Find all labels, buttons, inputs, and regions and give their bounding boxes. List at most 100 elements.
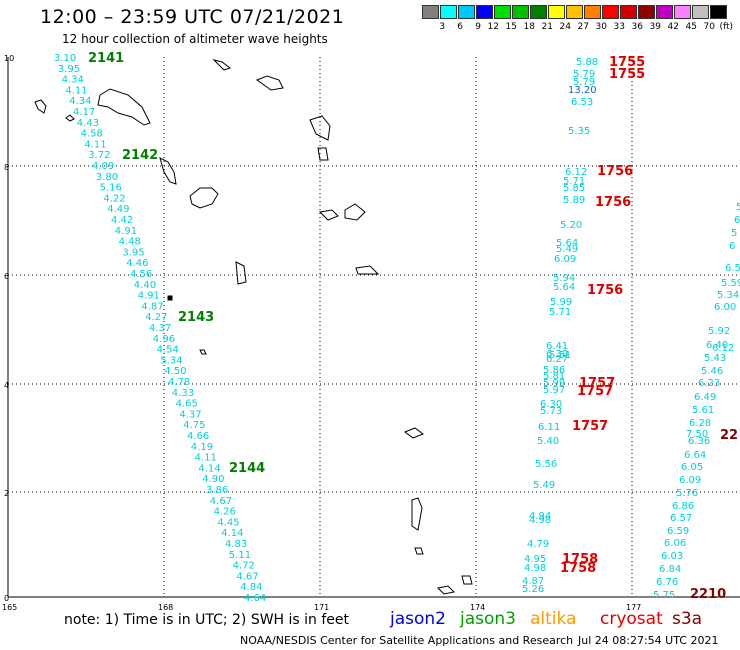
wave-height-value: 6.23 — [698, 378, 720, 389]
wave-height-value: 5.61 — [692, 405, 714, 416]
footer-note: note: 1) Time is in UTC; 2) SWH is in fe… — [64, 612, 350, 628]
colorbar-label: 15 — [505, 22, 517, 32]
wave-height-value: 4.11 — [84, 139, 106, 150]
wave-height-value: 6.06 — [664, 538, 686, 549]
pass-number-label: 1756 — [587, 283, 623, 298]
wave-height-value: 5.46 — [701, 366, 723, 377]
colorbar-swatch — [692, 5, 709, 19]
wave-height-value: 5.59 — [721, 278, 740, 289]
wave-height-value: 4.34 — [69, 96, 91, 107]
colorbar-label: 9 — [475, 22, 481, 32]
wave-height-value: 5 — [731, 228, 737, 239]
island — [317, 147, 329, 161]
wave-height-value: 4.75 — [183, 420, 205, 431]
wave-height-value: 4.26 — [214, 507, 236, 518]
wave-height-value: 4.54 — [157, 345, 179, 356]
mission-jason2: jason2 — [390, 609, 446, 629]
wave-height-value: 4.67 — [236, 571, 258, 582]
wave-height-value: 4.95 — [524, 554, 546, 565]
wave-height-value: 4.27 — [145, 312, 167, 323]
colorbar-label: 21 — [541, 22, 553, 32]
grid-lines — [8, 57, 740, 597]
wave-height-value: 5.75 — [653, 590, 675, 601]
wave-height-value: 4.83 — [225, 539, 247, 550]
wave-height-value: 4.96 — [153, 334, 175, 345]
wave-height-value: 5.64 — [556, 238, 578, 249]
pass-number-label: 22 — [720, 428, 738, 443]
pass-number-label: 1757 — [577, 384, 613, 399]
wave-height-value: 4.42 — [111, 215, 133, 226]
mission-s3a: s3a — [672, 609, 703, 629]
island — [65, 114, 75, 122]
x-tick-label: 174 — [470, 603, 485, 612]
wave-height-value: 4.37 — [179, 409, 201, 420]
pass-number-label: 1755 — [609, 67, 645, 82]
wave-height-value: 5.85 — [563, 183, 585, 194]
colorbar-label: 6 — [457, 22, 463, 32]
wave-height-value: 5.89 — [563, 195, 585, 206]
y-tick-label: 2 — [4, 489, 9, 498]
wave-height-value: 4.87 — [522, 576, 544, 587]
wave-height-value: 4.17 — [73, 107, 95, 118]
colorbar-label: 30 — [595, 22, 607, 32]
wave-height-value: 6.12 — [712, 343, 734, 354]
colorbar-label: 3 — [439, 22, 445, 32]
island — [34, 99, 47, 114]
island — [355, 265, 380, 275]
island — [414, 547, 424, 555]
island — [344, 203, 366, 221]
wave-height-value: 4.84 — [240, 582, 262, 593]
wave-height-value: 4.91 — [115, 226, 137, 237]
colorbar-label: 45 — [685, 22, 697, 32]
wave-height-value: 5.76 — [676, 488, 698, 499]
island — [159, 157, 177, 185]
wave-height-value: 7.50 — [686, 429, 708, 440]
wave-height-value: 4.65 — [176, 399, 198, 410]
wave-height-value: 6.76 — [656, 577, 678, 588]
x-tick-label: 168 — [158, 603, 173, 612]
colorbar-swatch — [656, 5, 673, 19]
wave-height-value: 3.95 — [122, 247, 144, 258]
wave-height-value: 5.51 — [549, 350, 571, 361]
wave-height-value: 6.40 — [706, 340, 728, 351]
wave-height-value: 4.37 — [149, 323, 171, 334]
wave-height-value: 4.34 — [62, 75, 84, 86]
wave-height-value: 3.95 — [58, 64, 80, 75]
wave-height-value: 5 — [736, 202, 740, 213]
wave-height-value: 4.90 — [202, 474, 224, 485]
map-subtitle: 12 hour collection of altimeter wave hei… — [62, 32, 328, 46]
wave-height-value: 4.46 — [126, 258, 148, 269]
island — [411, 497, 423, 531]
wave-height-value: 4.09 — [92, 161, 114, 172]
wave-height-value: 4.43 — [77, 118, 99, 129]
wave-height-value: 5.92 — [708, 326, 730, 337]
island — [189, 187, 219, 209]
pass-number-label: 1757 — [579, 376, 615, 391]
wave-height-value: 4.45 — [217, 517, 239, 528]
colorbar-label: 18 — [523, 22, 535, 32]
wave-height-value: 4.72 — [233, 561, 255, 572]
wave-height-value: 4.98 — [529, 515, 551, 526]
map-frame — [7, 57, 740, 598]
wave-height-value: 5.73 — [540, 406, 562, 417]
mission-cryosat: cryosat — [600, 609, 663, 629]
wave-height-value: 4.58 — [81, 129, 103, 140]
colorbar-swatch — [512, 5, 529, 19]
cryosat-track: 5.885.795.7913.206.535.356.125.715.855.8… — [522, 57, 598, 595]
island — [167, 295, 173, 301]
colorbar-label: 39 — [649, 22, 661, 32]
colorbar-unit: (ft) — [719, 22, 733, 32]
colorbar-swatch — [638, 5, 655, 19]
wave-height-value: 4.19 — [191, 442, 213, 453]
island — [199, 349, 207, 355]
axis-labels: 165 168 171 174 177 10 8 6 4 2 0 — [2, 54, 641, 612]
pass-number-label: 1755 — [609, 55, 645, 70]
island — [309, 115, 331, 141]
wave-height-value: 5.97 — [543, 385, 565, 396]
island-outlines — [34, 59, 473, 595]
wave-height-value: 5.26 — [522, 584, 544, 595]
wave-height-value: 5.71 — [549, 307, 571, 318]
island — [318, 209, 339, 221]
wave-height-value: 3.80 — [96, 172, 118, 183]
